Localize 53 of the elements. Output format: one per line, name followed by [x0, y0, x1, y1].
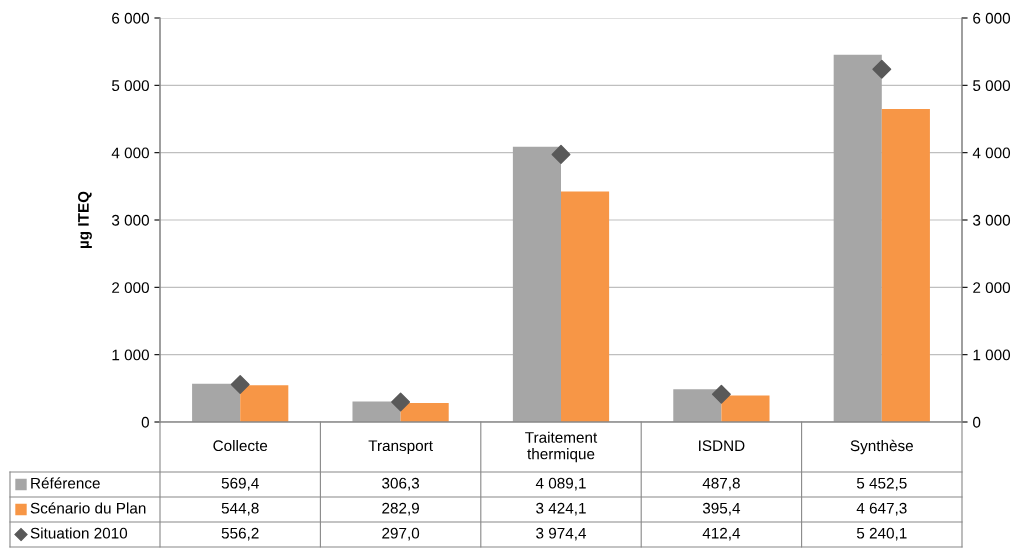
data-label: 5 240,1	[856, 527, 907, 541]
data-label: 297,0	[382, 527, 420, 541]
bar	[512, 146, 561, 422]
y-tick-label: 1 000	[112, 349, 149, 361]
y-tick-label: 6 000	[112, 12, 149, 24]
y-tick-label: 4 000	[111, 147, 149, 159]
data-label: 4 647,3	[856, 502, 907, 516]
x-tick-label: Collecte	[213, 439, 268, 452]
y2-tick-label: 3 000	[973, 214, 1011, 226]
legend-label: Situation 2010	[30, 527, 128, 539]
y2-tick-label: 5 000	[973, 80, 1011, 92]
y-tick-label: 5 000	[111, 80, 149, 92]
y-tick-label: 0	[141, 416, 149, 428]
y2-tick-label: 2 000	[973, 282, 1011, 294]
y2-tick-label: 4 000	[972, 147, 1011, 159]
data-label: 306,3	[382, 477, 420, 491]
y-axis-title: µg ITEQ	[78, 191, 92, 249]
bar	[881, 109, 930, 422]
point	[551, 144, 571, 164]
point	[711, 384, 731, 404]
data-label: 282,9	[382, 502, 419, 516]
x-tick-label: Synthèse	[850, 439, 913, 455]
data-label: 569,4	[221, 477, 259, 491]
y-tick-label: 3 000	[111, 214, 149, 226]
data-label: 3 974,4	[536, 527, 587, 541]
y2-tick-label: 1 000	[973, 349, 1011, 361]
bar	[192, 383, 241, 422]
bar	[833, 54, 882, 422]
point	[391, 392, 411, 412]
data-label: 412,4	[702, 527, 741, 541]
data-label: 5 452,5	[856, 477, 907, 491]
bar	[240, 385, 289, 422]
bar	[673, 389, 722, 422]
data-label: 556,2	[221, 527, 259, 541]
y2-tick-label: 6 000	[973, 12, 1011, 24]
bar	[400, 402, 449, 422]
x-tick-label: Traitement thermique	[525, 431, 598, 463]
data-label: 395,4	[702, 502, 741, 516]
legend-label: Scénario du Plan	[30, 502, 146, 514]
point	[872, 59, 892, 79]
bar	[352, 401, 401, 422]
data-label: 487,8	[702, 477, 740, 491]
bar	[721, 395, 770, 422]
y-tick-label: 2 000	[112, 282, 149, 294]
bar	[561, 191, 610, 422]
point	[230, 375, 250, 395]
x-tick-label: Transport	[368, 440, 433, 455]
data-label: 3 424,1	[536, 502, 586, 516]
y2-tick-label: 0	[973, 416, 981, 428]
x-tick-label: ISDND	[699, 440, 745, 452]
data-label: 544,8	[221, 502, 259, 516]
data-label: 4 089,1	[535, 477, 586, 491]
legend-label: Référence	[31, 477, 100, 489]
